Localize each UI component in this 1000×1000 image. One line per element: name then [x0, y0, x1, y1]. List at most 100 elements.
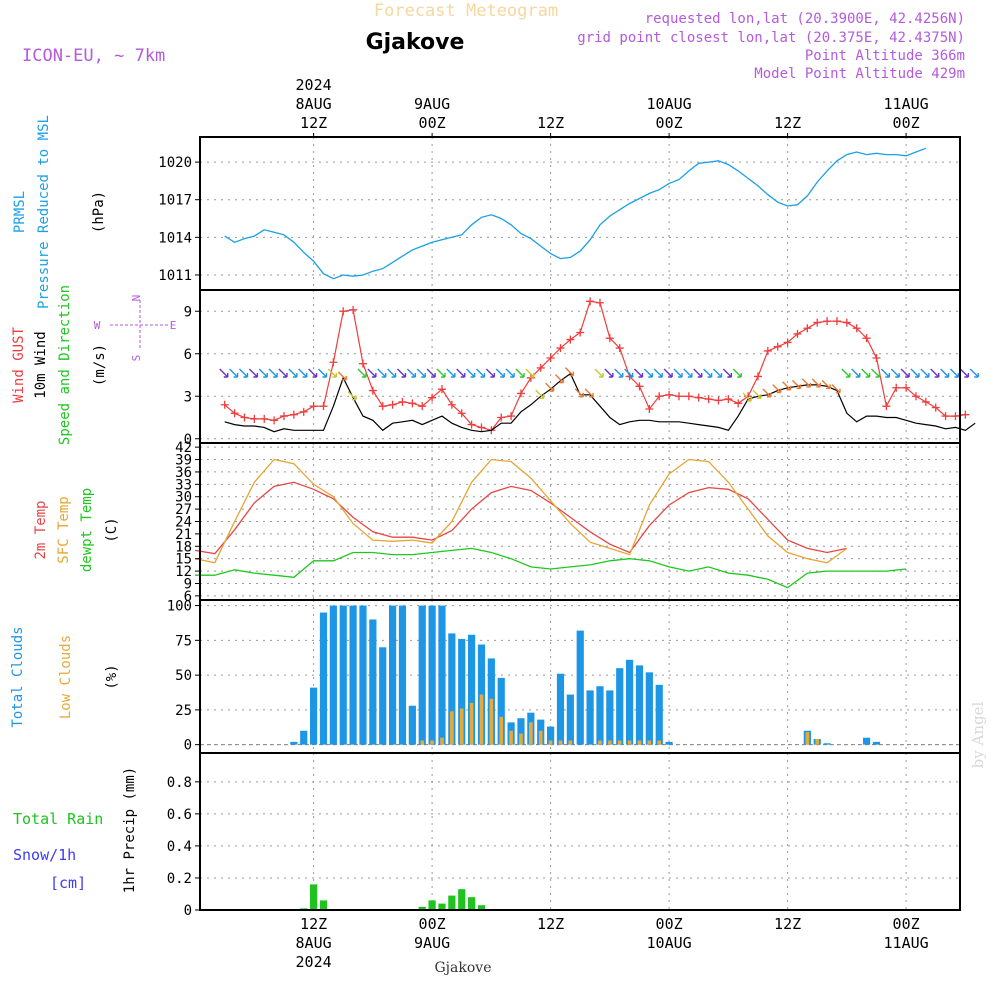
wind-direction-arrow [861, 368, 871, 378]
bottom-time-label: 10AUG [647, 934, 692, 952]
low-cloud-bar [430, 740, 434, 745]
total-cloud-bar [616, 668, 624, 745]
bottom-time-label: 12Z [300, 915, 327, 933]
wind-gust-marker [447, 400, 456, 409]
wind-gust-marker [902, 383, 911, 392]
total-cloud-bar [626, 659, 634, 745]
total-cloud-bar [319, 612, 328, 745]
pressure-label-desc: Pressure Reduced to MSL [36, 115, 52, 309]
pressure-ytick-label: 1017 [158, 193, 192, 209]
wind-gust-marker [961, 410, 970, 419]
low-cloud-bar [647, 740, 652, 745]
wind-direction-arrow [357, 368, 367, 378]
pressure-line [224, 147, 927, 280]
wind-direction-arrow [554, 374, 565, 384]
total-cloud-bar [517, 718, 525, 745]
wind-direction-arrow [841, 368, 851, 378]
wind-gust-marker [388, 400, 397, 409]
top-time-label: 11AUG [884, 95, 929, 113]
precip-frame [199, 752, 961, 911]
clouds-ytick-label: 25 [175, 703, 192, 719]
wind-direction-arrow [870, 368, 881, 378]
rain-bar [438, 903, 446, 910]
top-time-label: 9AUG [414, 95, 450, 113]
wind-gust-marker [526, 373, 535, 382]
wind-ytick-label: 9 [184, 304, 192, 320]
temp-ytick-label: 30 [175, 490, 192, 506]
wind-direction-arrow [653, 368, 663, 378]
wind-gust-marker [349, 305, 358, 314]
wind-direction-arrow [584, 388, 594, 398]
wind-direction-arrow [742, 392, 752, 402]
wind-direction-arrow [485, 368, 496, 378]
wind-direction-arrow [377, 368, 387, 378]
wind-10m-label: 10m Wind [33, 331, 49, 398]
pressure-ytick-label: 1014 [158, 230, 192, 246]
top-time-label: 8AUG [296, 95, 332, 113]
forecast-title: Forecast Meteogram [374, 1, 558, 21]
wind-gust-marker [477, 423, 486, 432]
rain-bar [428, 900, 436, 910]
wind-gust-marker [635, 382, 644, 391]
rain-bar [458, 889, 466, 910]
wind-gust-marker [299, 407, 308, 416]
wind-speed-direction-label: Speed and Direction [57, 285, 73, 445]
wind-direction-arrow [406, 368, 417, 378]
wind-direction-arrow [959, 368, 970, 378]
wind-gust-marker [655, 392, 664, 401]
wind-direction-arrow [851, 368, 861, 378]
pressure-label-prmsl: PRMSL [12, 191, 28, 233]
wind-gust-marker [793, 329, 802, 338]
wind-direction-arrow [229, 368, 239, 378]
wind-direction-arrow [930, 368, 940, 378]
wind-direction-arrow [969, 368, 979, 378]
precip-ytick-label: 0.2 [167, 871, 192, 887]
wind-gust-label: Wind GUST [11, 327, 27, 403]
wind-gust-marker [398, 397, 407, 406]
top-time-label: 00Z [893, 114, 920, 132]
wind-direction-arrow [693, 368, 703, 378]
wind-gust-marker [516, 389, 525, 398]
wind-direction-arrow [298, 368, 308, 378]
bottom-time-label: 2024 [296, 953, 332, 971]
wind-direction-arrow [594, 368, 604, 378]
wind-direction-arrow [920, 368, 930, 378]
marks-layer [195, 147, 979, 911]
clouds-ytick-label: 0 [184, 738, 192, 754]
low-cloud-bar [489, 698, 494, 745]
compass-s: S [130, 355, 143, 362]
wind-ytick-label: 6 [184, 347, 192, 363]
wind-direction-arrow [495, 368, 505, 378]
rain-bar [477, 905, 486, 910]
total-cloud-bar [596, 686, 604, 745]
low-cloud-bar [499, 716, 504, 745]
wind-direction-arrow [436, 368, 446, 378]
total-cloud-bar [655, 684, 663, 745]
frame-layer [199, 136, 961, 911]
low-cloud-bar [459, 708, 464, 745]
wind-gust-marker [378, 402, 387, 411]
wind-direction-arrow [515, 368, 525, 378]
precip-ytick-label: 0.8 [167, 775, 192, 791]
clouds-unit: (%) [104, 664, 120, 689]
wind-gust-marker [753, 372, 762, 381]
low-cloud-bar [657, 740, 662, 745]
point-altitude: Point Altitude 366m [805, 48, 965, 64]
wind-gust-marker [250, 414, 259, 423]
wind-gust-marker [823, 317, 832, 326]
total-cloud-bar [556, 673, 565, 745]
rain-bar [448, 895, 456, 910]
wind-gust-marker [437, 385, 446, 394]
temp-ytick-label: 9 [184, 576, 192, 592]
temp-ytick-label: 42 [175, 440, 192, 456]
axis-layer: 1011101410171020036969121518212427303336… [158, 76, 928, 971]
clouds-ytick-label: 100 [167, 599, 192, 615]
low-clouds-label: Low Clouds [58, 635, 74, 719]
low-cloud-bar [548, 740, 553, 745]
bottom-time-label: 12Z [774, 915, 801, 933]
wind-direction-arrow [308, 368, 318, 378]
low-cloud-bar [469, 702, 474, 745]
wind-gust-marker [368, 386, 377, 395]
temp-ytick-label: 12 [175, 564, 192, 580]
total-cloud-bar [547, 726, 555, 745]
